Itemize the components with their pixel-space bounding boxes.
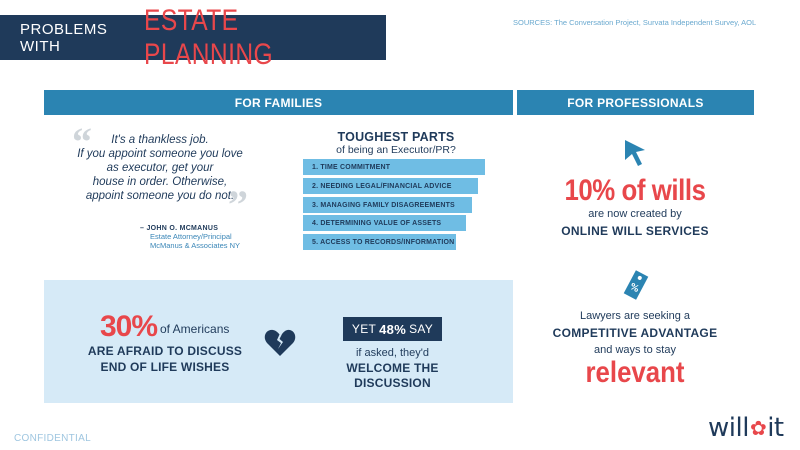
pro-lawyers-line1: Lawyers are seeking a [579,310,691,322]
title-bar: PROBLEMS WITH ESTATE PLANNING [0,4,386,71]
quote-line: as executor, get your [106,162,214,174]
stat-welcome-suffix: SAY [409,322,434,336]
willit-logo: will ✿ it [708,413,784,443]
pro-lawyers-emph: COMPETITIVE ADVANTAGE [552,326,718,340]
stat-welcome-line: if asked, they'd [355,347,430,359]
stat-welcome-text: if asked, they'd WELCOME THE DISCUSSION [310,346,475,391]
quote-line: house in order. Otherwise, [92,176,228,188]
section-header-professionals: FOR PROFESSIONALS [517,90,754,115]
price-tag-icon: % [623,270,649,300]
pro-lawyers-big: relevant [585,356,685,389]
title-prefix: PROBLEMS WITH [20,20,108,55]
stat-welcome-prefix: YET [351,322,377,336]
pro-lawyers-line2: and ways to stay [594,344,676,356]
pro-online-emph: ONLINE WILL SERVICES [561,224,709,238]
title-main: ESTATE PLANNING [143,3,273,71]
quote-close-icon: ” [228,182,248,227]
quote-line: appoint someone you do not. [85,190,235,202]
toughest-title: TOUGHEST PARTS [337,130,455,144]
quote-open-icon: “ [72,119,92,164]
stat-welcome-percent: 48% [379,321,407,337]
author-name: – JOHN O. MCMANUS [140,225,219,232]
section-header-families: FOR FAMILIES [44,90,513,115]
quote-line: If you appoint someone you love [77,148,243,160]
toughest-item: 2. NEEDING LEGAL/FINANCIAL ADVICE [303,178,478,194]
quote-author: – JOHN O. MCMANUS Estate Attorney/Princi… [140,225,240,250]
stat-welcome-badge: YET 48% SAY [343,317,442,341]
stat-afraid-percent: 30% [100,310,158,343]
toughest-item: 1. TIME COMMITMENT [303,159,485,175]
sources-note: SOURCES: The Conversation Project, Surva… [513,18,757,27]
logo-right: it [767,413,784,443]
broken-heart-icon [264,329,296,356]
toughest-item: 3. MANAGING FAMILY DISAGREEMENTS [303,197,472,213]
cursor-arrow-icon [625,140,645,166]
flower-icon: ✿ [749,416,767,440]
stat-welcome-emph: WELCOME THE DISCUSSION [346,361,439,390]
pro-online-headline: 10% of wills [564,174,706,207]
toughest-subtitle: of being an Executor/PR? [336,144,456,156]
stat-afraid-line: ARE AFRAID TO DISCUSS [87,344,243,358]
stat-afraid-line: END OF LIFE WISHES [100,360,230,374]
toughest-item: 5. ACCESS TO RECORDS/INFORMATION [303,234,456,250]
confidential-label: CONFIDENTIAL [14,433,91,444]
quote-text: It's a thankless job. If you appoint som… [60,133,260,203]
author-firm: McManus & Associates NY [150,241,241,250]
logo-left: will [708,413,749,443]
stat-afraid-text: ARE AFRAID TO DISCUSS END OF LIFE WISHES [80,343,250,375]
pro-online-sub: are now created by [588,208,682,220]
author-title: Estate Attorney/Principal [150,232,232,241]
svg-text:%: % [628,282,641,295]
quote-line: It's a thankless job. [111,134,209,146]
stat-afraid-tail: of Americans [160,322,230,336]
toughest-item: 4. DETERMINING VALUE OF ASSETS [303,215,466,231]
